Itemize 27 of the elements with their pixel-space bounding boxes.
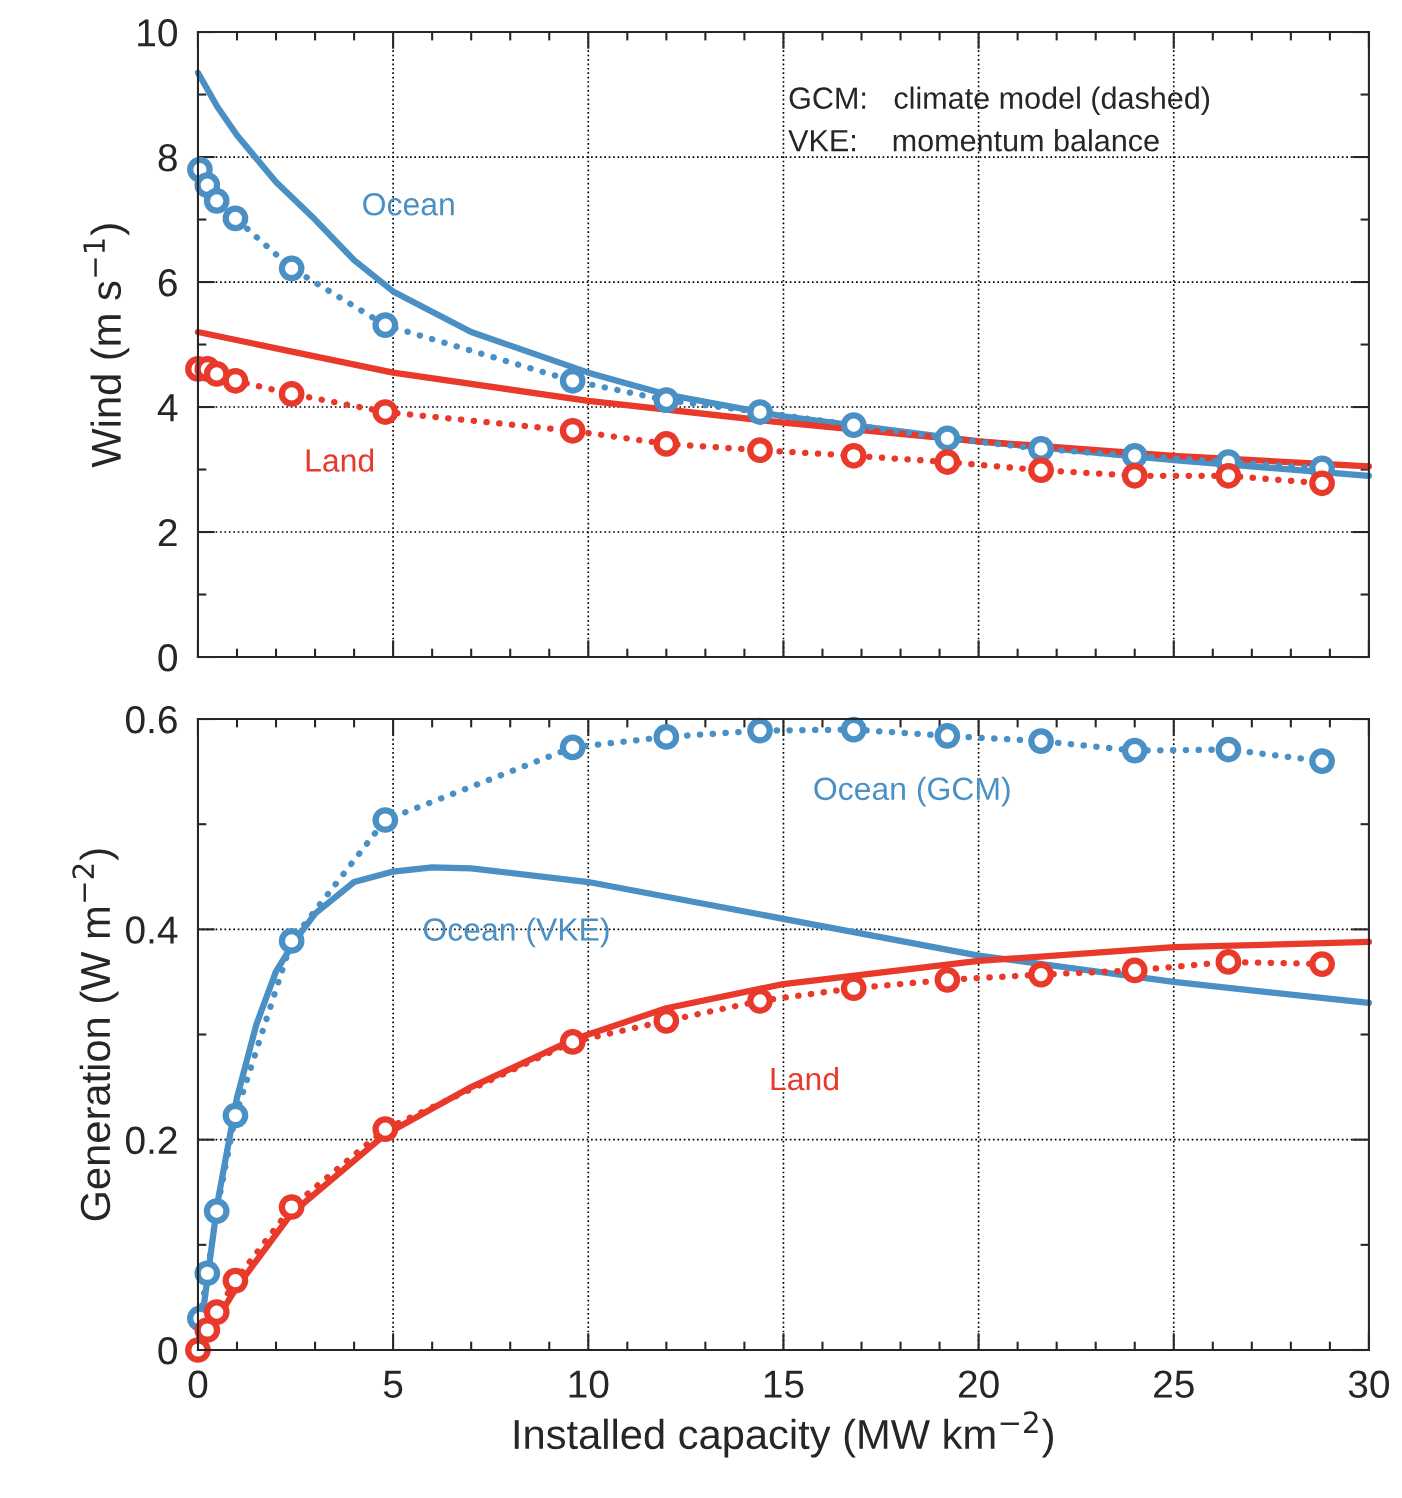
series-label: Land <box>306 448 374 472</box>
x-tick-label: 10 <box>569 1370 609 1399</box>
x-tick-label: 5 <box>383 1370 403 1399</box>
series-label: Ocean (GCM) <box>814 776 1010 807</box>
x-tick-label: 20 <box>958 1370 999 1399</box>
y-tick-label: 6 <box>158 268 177 297</box>
y-axis-title: Generation (W m$^{−2}$) <box>72 849 119 1221</box>
y-tick-label: 0.6 <box>125 705 177 734</box>
y-tick-label: 10 <box>138 18 177 47</box>
x-tick-label: 0 <box>188 1370 208 1399</box>
series-label: Land <box>771 1066 838 1091</box>
x-tick-label: 15 <box>764 1370 804 1399</box>
series-label: Ocean (VKE) <box>423 917 609 948</box>
y-tick-label: 0.2 <box>125 1126 177 1155</box>
y-tick-label: 8 <box>158 143 177 172</box>
y-tick-label: 0 <box>158 643 177 672</box>
x-tick-label: 30 <box>1348 1370 1390 1399</box>
y-tick-label: 2 <box>158 518 177 547</box>
x-axis-title: Installed capacity (MW km$^{−2}$) <box>514 1411 1053 1458</box>
series-label: Ocean <box>363 193 454 216</box>
y-axis-title: Wind (m s$^{−1}$) <box>83 224 130 468</box>
annotation: GCM: climate model (dashed) <box>789 86 1210 116</box>
x-tick-label: 25 <box>1154 1370 1194 1399</box>
annotation: VKE: momentum balance <box>788 129 1159 152</box>
y-tick-label: 0.4 <box>125 916 178 944</box>
y-tick-label: 4 <box>157 394 178 422</box>
y-tick-label: 0 <box>158 1336 177 1365</box>
